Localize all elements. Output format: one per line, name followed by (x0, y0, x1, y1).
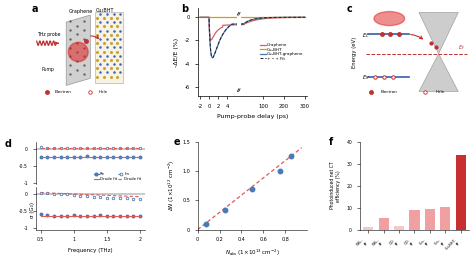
Polygon shape (66, 15, 91, 85)
Text: e: e (173, 137, 180, 147)
Ellipse shape (374, 11, 405, 26)
Text: a: a (31, 5, 37, 14)
Polygon shape (419, 12, 458, 54)
Text: $E_V$: $E_V$ (362, 73, 370, 82)
Ellipse shape (68, 42, 88, 62)
X-axis label: Frequency (THz): Frequency (THz) (68, 248, 113, 253)
Text: Graphene: Graphene (68, 9, 92, 14)
Text: c: c (346, 4, 352, 14)
Bar (440, 207, 450, 230)
Legend: Re, Drude fit, Im, Drude fit: Re, Drude fit, Im, Drude fit (92, 171, 143, 182)
Bar (425, 209, 435, 230)
Text: d: d (5, 139, 12, 149)
X-axis label: Pump-probe delay (ps): Pump-probe delay (ps) (217, 114, 288, 119)
Text: Hole: Hole (435, 91, 445, 95)
Polygon shape (419, 54, 458, 92)
Text: f: f (329, 137, 333, 147)
Y-axis label: Photoinduced net CT
efficiency (%): Photoinduced net CT efficiency (%) (330, 162, 341, 210)
Text: Electron: Electron (54, 91, 71, 95)
Text: $E_F$: $E_F$ (458, 43, 466, 52)
Text: Energy (eV): Energy (eV) (352, 36, 357, 68)
Text: Hole: Hole (99, 91, 108, 95)
Bar (410, 210, 419, 230)
X-axis label: $N_{abs}$ (1×10$^{13}$ cm$^{-2}$): $N_{abs}$ (1×10$^{13}$ cm$^{-2}$) (225, 248, 280, 258)
Bar (456, 155, 466, 230)
Text: Cu₂BHT: Cu₂BHT (96, 7, 114, 13)
Text: Electron: Electron (381, 91, 397, 95)
Bar (379, 218, 389, 230)
Text: THz probe: THz probe (36, 32, 60, 37)
Text: σ (G₀): σ (G₀) (30, 202, 35, 218)
Text: Pump: Pump (41, 67, 54, 72)
Y-axis label: $\Delta N$ (1×10$^{12}$ cm$^{-2}$): $\Delta N$ (1×10$^{12}$ cm$^{-2}$) (166, 160, 177, 211)
Y-axis label: -ΔE/E (%): -ΔE/E (%) (174, 37, 179, 66)
Bar (394, 226, 404, 230)
Polygon shape (95, 12, 123, 83)
Legend: Graphene, Cu₂BHT, Cu₂BHT-graphene, + • + Fit: Graphene, Cu₂BHT, Cu₂BHT-graphene, + • +… (258, 41, 305, 62)
Bar (363, 227, 373, 230)
Text: $E_C$: $E_C$ (362, 31, 370, 40)
Text: b: b (181, 4, 188, 14)
